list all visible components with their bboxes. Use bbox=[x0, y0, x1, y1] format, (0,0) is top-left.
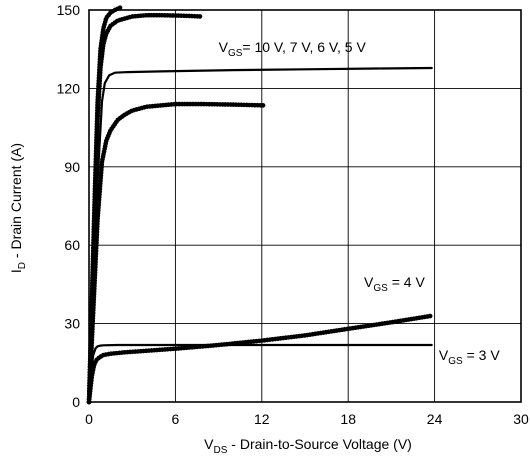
x-tick-label: 0 bbox=[85, 411, 93, 427]
y-axis-label-rest: - Drain Current (A) bbox=[8, 143, 24, 262]
y-axis-label: ID - Drain Current (A) bbox=[8, 143, 28, 273]
y-tick-label: 120 bbox=[57, 80, 81, 96]
tick-labels: 0 6 12 18 24 30 0 30 60 90 120 150 bbox=[57, 2, 529, 427]
x-tick-label: 12 bbox=[254, 411, 270, 427]
x-tick-label: 18 bbox=[340, 411, 356, 427]
curve-5 bbox=[86, 313, 434, 405]
y-tick-label: 150 bbox=[57, 2, 81, 18]
curve-6 bbox=[87, 343, 433, 404]
y-axis-label-sub: D bbox=[17, 262, 28, 269]
annotation-label: VGS = 3 V bbox=[439, 347, 500, 367]
curve-4 bbox=[86, 101, 267, 405]
curve-2 bbox=[86, 12, 204, 405]
x-tick-label: 24 bbox=[427, 411, 443, 427]
curve-3 bbox=[87, 66, 433, 404]
x-axis-label-sub: DS bbox=[214, 445, 228, 456]
y-tick-label: 90 bbox=[64, 159, 80, 175]
y-tick-label: 60 bbox=[64, 237, 80, 253]
curves bbox=[86, 5, 434, 405]
x-axis-label: VDS - Drain-to-Source Voltage (V) bbox=[204, 436, 412, 456]
y-tick-label: 30 bbox=[64, 316, 80, 332]
annotation-label: VGS = 4 V bbox=[364, 274, 425, 294]
annotation-label: VGS= 10 V, 7 V, 6 V, 5 V bbox=[219, 39, 367, 59]
plot-frame bbox=[88, 9, 522, 403]
y-tick-label: 0 bbox=[72, 394, 80, 410]
x-tick-label: 30 bbox=[513, 411, 529, 427]
x-axis-label-main: V bbox=[204, 436, 214, 452]
y-axis-label-main: I bbox=[8, 269, 24, 273]
x-axis-label-rest: - Drain-to-Source Voltage (V) bbox=[227, 436, 411, 452]
annotations: VGS= 10 V, 7 V, 6 V, 5 V VGS = 4 V VGS = 3… bbox=[219, 39, 501, 367]
x-tick-label: 6 bbox=[172, 411, 180, 427]
